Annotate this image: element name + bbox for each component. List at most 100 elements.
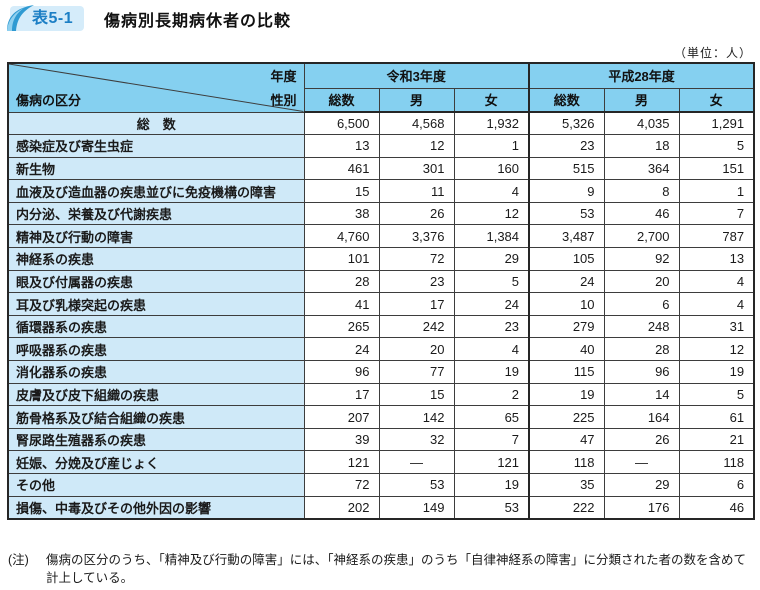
cell-value: 4 [678, 292, 755, 316]
row-label: 総 数 [7, 111, 305, 136]
cell-value: 8 [603, 179, 680, 203]
cell-value: 4,035 [603, 111, 680, 136]
cell-value: 6 [603, 292, 680, 316]
corner-category-label: 傷病の区分 [16, 92, 82, 108]
cell-value: 10 [528, 292, 605, 316]
cell-value: 12 [378, 134, 455, 158]
row-label: 損傷、中毒及びその他外因の影響 [7, 495, 305, 520]
cell-value: 121 [303, 450, 380, 474]
cell-value: 3,487 [528, 224, 605, 249]
cell-value: 118 [678, 450, 755, 474]
cell-value: 28 [303, 269, 380, 294]
cell-value: 23 [528, 134, 605, 158]
cell-value: 19 [528, 382, 605, 407]
year-group-reiwa3: 令和3年度 [303, 62, 530, 89]
title-row: 表5-1 傷病別長期病休者の比較 [7, 5, 291, 31]
cell-value: 12 [453, 201, 530, 226]
cell-value: 6,500 [303, 111, 380, 136]
cell-value: 72 [303, 473, 380, 497]
cell-value: 24 [528, 269, 605, 294]
cell-value: 19 [678, 360, 755, 384]
table-row: 血液及び造血器の疾患並びに免疫機構の障害 15 11 4 9 8 1 [7, 179, 755, 203]
cell-value: 53 [528, 201, 605, 226]
table-row: 感染症及び寄生虫症 13 12 1 23 18 5 [7, 134, 755, 158]
row-label: 神経系の疾患 [7, 247, 305, 271]
table-row: 内分泌、栄養及び代謝疾患 38 26 12 53 46 7 [7, 201, 755, 226]
cell-value: 265 [303, 314, 380, 339]
cell-value: 53 [378, 473, 455, 497]
cell-value: 1,932 [453, 111, 530, 136]
col-header-female-r3: 女 [453, 87, 530, 113]
cell-value: 14 [603, 382, 680, 407]
table-number-badge: 表5-1 [7, 5, 84, 31]
cell-value: 4 [453, 179, 530, 203]
row-label: 筋骨格系及び結合組織の疾患 [7, 405, 305, 429]
cell-value: 11 [378, 179, 455, 203]
corner-year-label: 年度 [270, 69, 297, 84]
cell-value: 1 [678, 179, 755, 203]
badge-swoosh-icon [7, 5, 34, 31]
cell-value: 121 [453, 450, 530, 474]
cell-value: 53 [453, 495, 530, 520]
cell-value: 364 [603, 156, 680, 181]
cell-value: 47 [528, 427, 605, 452]
cell-value: 19 [453, 473, 530, 497]
cell-value: 787 [678, 224, 755, 249]
cell-value: 31 [678, 314, 755, 339]
table-row: 耳及び乳様突起の疾患 41 17 24 10 6 4 [7, 292, 755, 316]
cell-value: 202 [303, 495, 380, 520]
row-label: 精神及び行動の障害 [7, 224, 305, 249]
unit-label: （単位：人） [673, 46, 752, 60]
header-row-year: 年度 性別 傷病の区分 令和3年度 平成28年度 [7, 62, 755, 113]
table-row: その他 72 53 19 35 29 6 [7, 473, 755, 497]
row-label: 呼吸器系の疾患 [7, 337, 305, 362]
comparison-table: 年度 性別 傷病の区分 令和3年度 平成28年度 総数 男 女 総数 男 女 総… [7, 62, 756, 520]
row-label: その他 [7, 473, 305, 497]
cell-value: 515 [528, 156, 605, 181]
table-body: 総 数 6,500 4,568 1,932 5,326 4,035 1,291 感染症及び寄生… [7, 111, 755, 520]
cell-value: 23 [453, 314, 530, 339]
col-header-male-h28: 男 [603, 87, 680, 113]
cell-value: 72 [378, 247, 455, 271]
cell-value: 5 [678, 382, 755, 407]
cell-value: 96 [303, 360, 380, 384]
table-row: 皮膚及び皮下組織の疾患 17 15 2 19 14 5 [7, 382, 755, 407]
cell-value: 40 [528, 337, 605, 362]
cell-value: — [603, 450, 680, 474]
cell-value: 2,700 [603, 224, 680, 249]
cell-value: 32 [378, 427, 455, 452]
year-group-heisei28: 平成28年度 [528, 62, 755, 89]
cell-value: 7 [453, 427, 530, 452]
table-container: 年度 性別 傷病の区分 令和3年度 平成28年度 総数 男 女 総数 男 女 総… [7, 62, 756, 520]
cell-value: 5 [678, 134, 755, 158]
cell-value: 1,384 [453, 224, 530, 249]
table-number: 表5-1 [32, 9, 74, 27]
table-row: 消化器系の疾患 96 77 19 115 96 19 [7, 360, 755, 384]
cell-value: 65 [453, 405, 530, 429]
cell-value: 26 [378, 201, 455, 226]
footnote-marker: (注) [8, 553, 29, 567]
table-row: 神経系の疾患 101 72 29 105 92 13 [7, 247, 755, 271]
cell-value: 4,760 [303, 224, 380, 249]
cell-value: 19 [453, 360, 530, 384]
cell-value: 92 [603, 247, 680, 271]
cell-value: 6 [678, 473, 755, 497]
cell-value: 207 [303, 405, 380, 429]
row-label: 新生物 [7, 156, 305, 181]
cell-value: 23 [378, 269, 455, 294]
diagonal-line [9, 64, 304, 112]
table-row: 総 数 6,500 4,568 1,932 5,326 4,035 1,291 [7, 111, 755, 136]
cell-value: 461 [303, 156, 380, 181]
cell-value: 118 [528, 450, 605, 474]
col-header-total-h28: 総数 [528, 87, 605, 113]
table-row: 新生物 461 301 160 515 364 151 [7, 156, 755, 181]
cell-value: 164 [603, 405, 680, 429]
row-label: 耳及び乳様突起の疾患 [7, 292, 305, 316]
cell-value: 21 [678, 427, 755, 452]
table-row: 妊娠、分娩及び産じょく 121—121 118—118 [7, 450, 755, 474]
col-header-total-r3: 総数 [303, 87, 380, 113]
cell-value: 12 [678, 337, 755, 362]
header-row-gender: 総数 男 女 総数 男 女 [8, 87, 755, 113]
cell-value: 39 [303, 427, 380, 452]
